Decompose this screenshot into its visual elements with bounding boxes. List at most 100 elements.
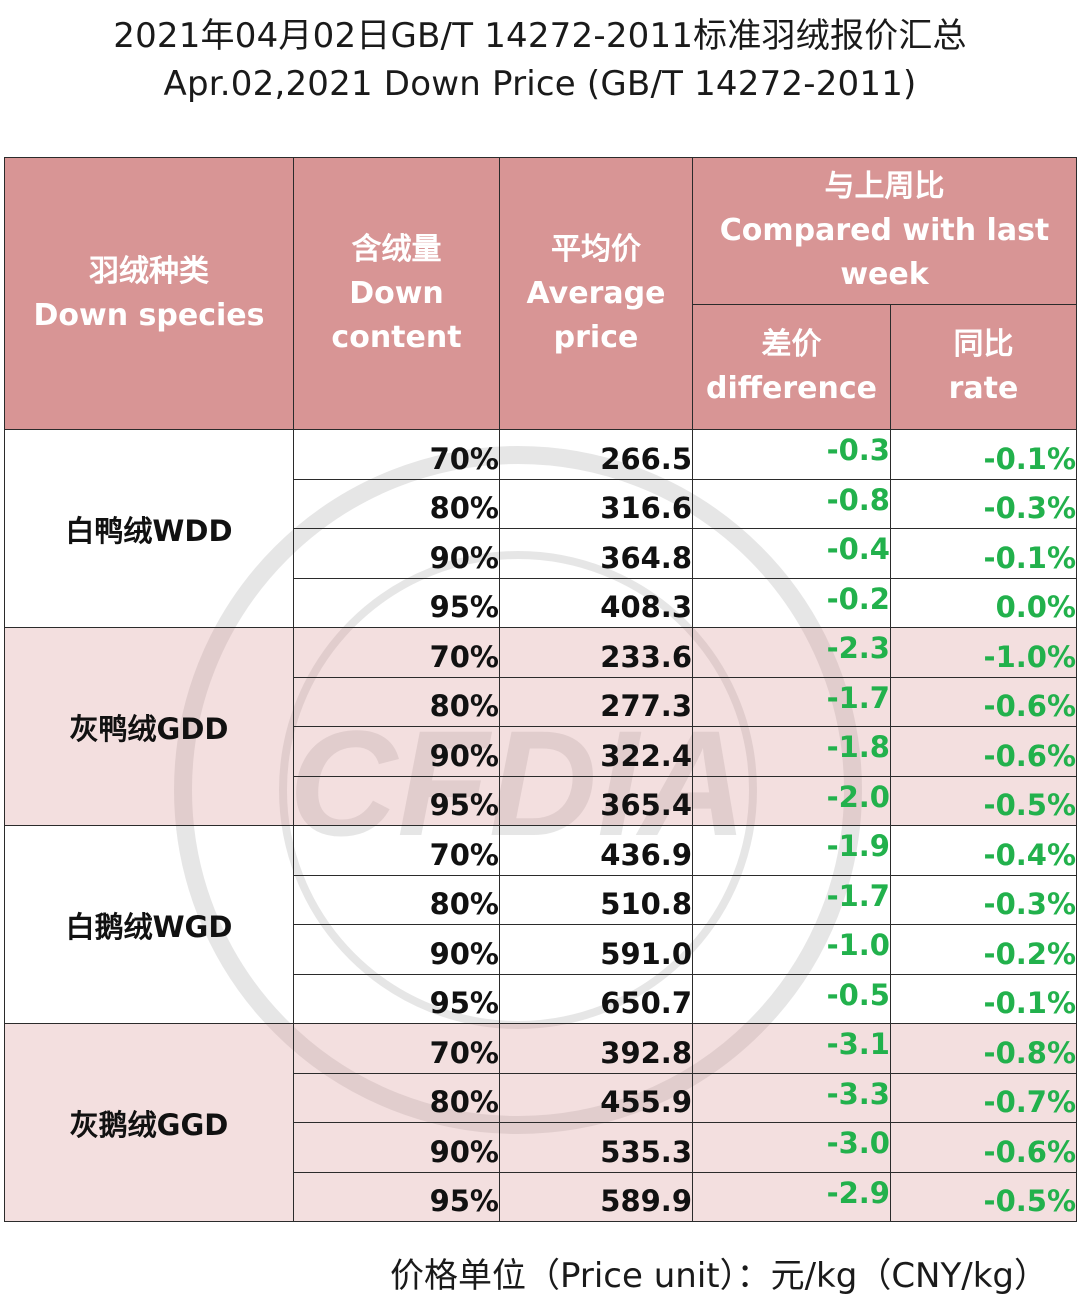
- col-header-rate: 同比 rate: [890, 304, 1077, 430]
- rate-cell: -0.5%: [890, 1171, 1077, 1222]
- table-row: 95% 365.4 -2.0 -0.5%: [5, 775, 1077, 826]
- difference-cell: -1.8: [692, 726, 891, 777]
- rate-cell: -0.8%: [890, 1023, 1077, 1074]
- table-row: 95% 650.7 -0.5 -0.1%: [5, 973, 1077, 1024]
- rate-cell: -0.1%: [890, 973, 1077, 1024]
- col-header-difference: 差价 difference: [692, 304, 891, 430]
- difference-cell: -2.9: [692, 1171, 891, 1222]
- rate-cell: -0.6%: [890, 1122, 1077, 1173]
- col-header-content-en-1: Down: [349, 275, 444, 311]
- col-header-compare-en-1: Compared with last: [719, 213, 1050, 248]
- table-row: 80% 277.3 -1.7 -0.6%: [5, 676, 1077, 727]
- content-cell: 95%: [293, 775, 500, 826]
- price-cell: 591.0: [499, 924, 693, 975]
- col-header-diff-en: difference: [705, 371, 878, 406]
- content-cell: 90%: [293, 924, 500, 975]
- difference-cell: -0.5: [692, 973, 891, 1024]
- table-row: 白鸭绒WDD 70% 266.5 -0.3 -0.1%: [4, 429, 1077, 628]
- content-cell: 90%: [293, 1122, 500, 1173]
- price-cell: 392.8: [499, 1023, 693, 1074]
- difference-cell: -0.8: [692, 478, 891, 529]
- difference-cell: -2.3: [692, 627, 891, 678]
- content-cell: 80%: [293, 874, 500, 925]
- table-row: 95% 408.3 -0.2 0.0%: [5, 577, 1077, 628]
- rate-cell: -0.7%: [890, 1072, 1077, 1123]
- col-header-diff-cn: 差价: [761, 327, 822, 362]
- price-cell: 233.6: [499, 627, 693, 678]
- col-header-average-price: 平均价 Average price: [499, 157, 693, 430]
- difference-cell: -1.7: [692, 874, 891, 925]
- price-cell: 322.4: [499, 726, 693, 777]
- species-cell: 灰鸭绒GDD: [4, 627, 294, 826]
- rate-cell: -0.5%: [890, 775, 1077, 826]
- col-header-compare-en-2: week: [840, 257, 929, 292]
- table-row: 80% 510.8 -1.7 -0.3%: [5, 874, 1077, 925]
- rate-cell: -0.2%: [890, 924, 1077, 975]
- col-header-species: 羽绒种类 Down species: [4, 157, 294, 430]
- rate-cell: 0.0%: [890, 577, 1077, 628]
- content-cell: 90%: [293, 726, 500, 777]
- table-row: 80% 455.9 -3.3 -0.7%: [5, 1072, 1077, 1123]
- difference-cell: -0.2: [692, 577, 891, 628]
- col-header-compare: 与上周比 Compared with last week: [692, 157, 1077, 305]
- price-cell: 650.7: [499, 973, 693, 1024]
- rate-cell: -0.4%: [890, 825, 1077, 876]
- price-cell: 510.8: [499, 874, 693, 925]
- col-header-content: 含绒量 Down content: [293, 157, 500, 430]
- table-row: 灰鸭绒GDD 70% 233.6 -2.3 -1.0%: [4, 627, 1077, 826]
- col-header-content-cn: 含绒量: [351, 231, 442, 267]
- col-header-content-en-2: content: [331, 319, 462, 355]
- difference-cell: -0.4: [692, 528, 891, 579]
- price-cell: 589.9: [499, 1171, 693, 1222]
- price-cell: 455.9: [499, 1072, 693, 1123]
- col-header-compare-cn: 与上周比: [824, 169, 945, 204]
- price-cell: 408.3: [499, 577, 693, 628]
- difference-cell: -3.3: [692, 1072, 891, 1123]
- content-cell: 95%: [293, 1171, 500, 1222]
- rate-cell: -0.3%: [890, 874, 1077, 925]
- rate-cell: -0.6%: [890, 676, 1077, 727]
- price-unit-note: 价格单位（Price unit）：元/kg（CNY/kg）: [389, 1256, 1048, 1296]
- difference-cell: -3.0: [692, 1122, 891, 1173]
- col-header-rate-en: rate: [948, 371, 1019, 406]
- rate-cell: -0.1%: [890, 528, 1077, 579]
- content-cell: 80%: [293, 676, 500, 727]
- difference-cell: -1.7: [692, 676, 891, 727]
- page-title-en: Apr.02,2021 Down Price (GB/T 14272-2011): [163, 64, 917, 104]
- col-header-avg-en-2: price: [553, 319, 639, 355]
- col-header-rate-cn: 同比: [953, 327, 1014, 362]
- difference-cell: -2.0: [692, 775, 891, 826]
- table-row: 白鹅绒WGD 70% 436.9 -1.9 -0.4%: [4, 825, 1077, 1024]
- rate-cell: -0.1%: [890, 429, 1077, 480]
- content-cell: 70%: [293, 1023, 500, 1074]
- content-cell: 70%: [293, 825, 500, 876]
- content-cell: 95%: [293, 577, 500, 628]
- difference-cell: -1.0: [692, 924, 891, 975]
- page-title-cn: 2021年04月02日GB/T 14272-2011标准羽绒报价汇总: [113, 16, 967, 56]
- price-cell: 316.6: [499, 478, 693, 529]
- price-cell: 365.4: [499, 775, 693, 826]
- rate-cell: -0.6%: [890, 726, 1077, 777]
- col-header-species-cn: 羽绒种类: [89, 253, 209, 289]
- content-cell: 90%: [293, 528, 500, 579]
- price-cell: 266.5: [499, 429, 693, 480]
- table-row: 灰鹅绒GGD 70% 392.8 -3.1 -0.8%: [4, 1023, 1077, 1222]
- content-cell: 95%: [293, 973, 500, 1024]
- content-cell: 70%: [293, 627, 500, 678]
- price-cell: 535.3: [499, 1122, 693, 1173]
- rate-cell: -1.0%: [890, 627, 1077, 678]
- col-header-avg-en-1: Average: [526, 275, 666, 311]
- difference-cell: -0.3: [692, 429, 891, 480]
- price-cell: 436.9: [499, 825, 693, 876]
- table-row: 95% 589.9 -2.9 -0.5%: [5, 1171, 1077, 1222]
- difference-cell: -3.1: [692, 1023, 891, 1074]
- price-cell: 277.3: [499, 676, 693, 727]
- rate-cell: -0.3%: [890, 478, 1077, 529]
- table-row: 90% 322.4 -1.8 -0.6%: [5, 726, 1077, 777]
- content-cell: 80%: [293, 478, 500, 529]
- price-cell: 364.8: [499, 528, 693, 579]
- content-cell: 80%: [293, 1072, 500, 1123]
- species-cell: 白鹅绒WGD: [4, 825, 294, 1024]
- col-header-avg-cn: 平均价: [551, 231, 641, 267]
- species-cell: 灰鹅绒GGD: [4, 1023, 294, 1222]
